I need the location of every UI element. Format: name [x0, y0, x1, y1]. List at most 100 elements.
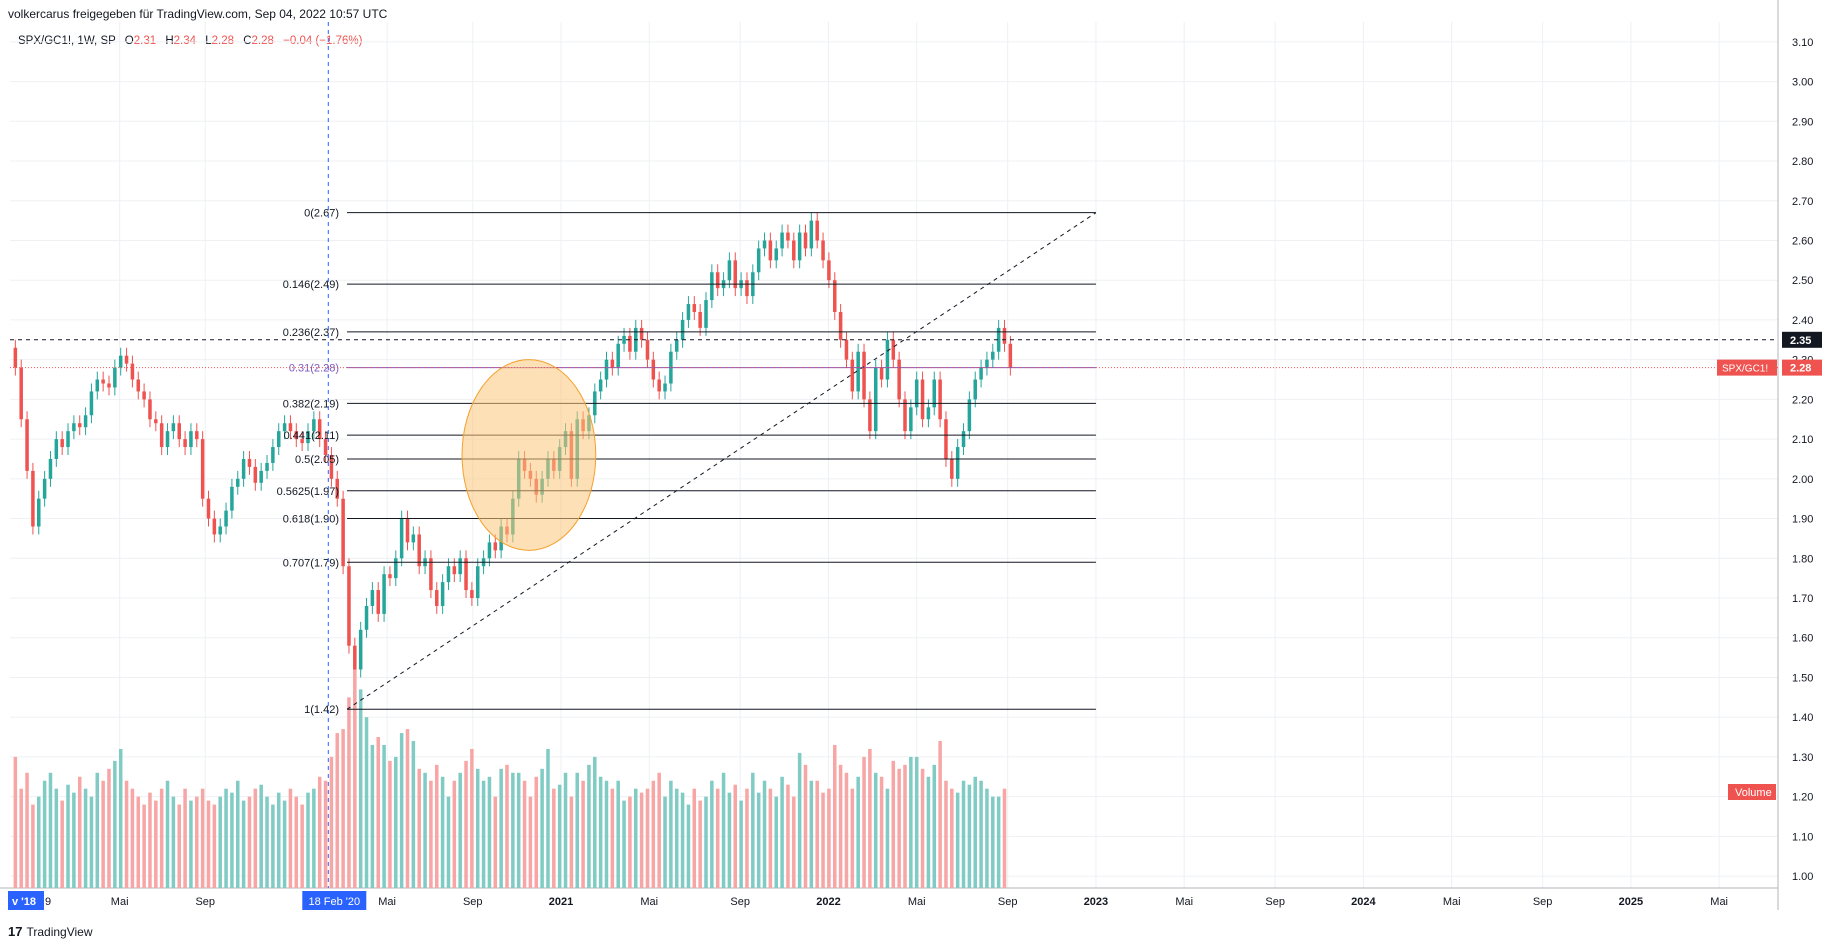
volume-bar: [171, 796, 176, 888]
candle: [347, 558, 351, 654]
candle: [897, 351, 901, 408]
volume-bar: [616, 780, 620, 888]
crosshair-price-label: 2.35: [1790, 335, 1811, 347]
candle-body: [312, 419, 316, 432]
volume-bar: [31, 804, 35, 888]
candle: [926, 399, 931, 428]
candle-body: [171, 423, 176, 432]
candle: [148, 391, 152, 428]
candle: [247, 451, 252, 475]
candle-body: [294, 431, 299, 440]
candle-body: [680, 319, 685, 340]
volume-bar: [575, 772, 579, 888]
candle-body: [727, 260, 732, 281]
volume-bar: [388, 760, 392, 888]
volume-bar: [856, 776, 860, 888]
candle-body: [300, 439, 304, 444]
volume-bar: [903, 764, 907, 888]
fib-level-label: 0.31(2.28): [289, 363, 339, 375]
volume-bar: [833, 744, 837, 888]
candle-body: [815, 220, 819, 241]
volume-bar: [563, 772, 568, 888]
candle: [464, 550, 468, 599]
candle-body: [604, 359, 609, 380]
volume-bar: [768, 788, 773, 888]
candle: [891, 331, 896, 368]
candle-body: [148, 399, 152, 420]
legend-symbol[interactable]: SPX/GC1!, 1W, SP: [18, 35, 116, 47]
volume-bar: [60, 800, 64, 888]
x-tick-label: Mai: [1175, 896, 1193, 908]
volume-bar: [113, 760, 117, 888]
volume-bar: [382, 744, 386, 888]
candle: [932, 371, 937, 416]
candle-body: [944, 419, 948, 459]
candle: [944, 411, 948, 467]
candle: [241, 451, 246, 487]
candle: [786, 224, 790, 249]
candle: [183, 431, 187, 455]
candle-body: [891, 339, 896, 360]
volume-bar: [276, 792, 281, 888]
x-tick-label: Mai: [1443, 896, 1461, 908]
candle-body: [435, 590, 439, 606]
volume-bar: [821, 792, 825, 888]
candle-body: [388, 574, 392, 579]
candle-body: [458, 558, 462, 575]
candle-body: [288, 423, 293, 432]
candle: [382, 566, 386, 622]
candle-body: [440, 582, 445, 606]
candle: [312, 411, 316, 440]
candle-body: [961, 431, 966, 448]
candle: [323, 431, 328, 463]
candle: [920, 371, 925, 428]
candle: [276, 423, 281, 455]
candle-body: [177, 423, 181, 440]
candle: [77, 415, 82, 436]
volume-bar: [452, 780, 457, 888]
candle-body: [411, 534, 416, 543]
candle: [727, 252, 732, 289]
candle-body: [83, 415, 88, 428]
legend-high-label: H: [165, 35, 174, 47]
candle-body: [704, 300, 708, 328]
volume-bar: [341, 729, 345, 888]
candle: [107, 375, 111, 396]
crosshair-time-badge: [302, 891, 367, 910]
volume-bar: [405, 729, 410, 888]
candle: [780, 224, 784, 257]
candle-body: [838, 311, 843, 340]
volume-bar: [528, 796, 533, 888]
candle: [218, 518, 222, 543]
candle-body: [358, 629, 363, 670]
candle: [37, 490, 41, 535]
volume-bar: [13, 756, 18, 888]
volume-bar: [850, 788, 855, 888]
candle-body: [903, 399, 907, 432]
candle: [206, 490, 211, 527]
candle: [294, 423, 299, 448]
fib-level-label: 0.236(2.37): [283, 327, 339, 339]
volume-bar: [271, 804, 275, 888]
x-tick-label: 2021: [549, 896, 573, 908]
crosshair-price-badge: [1782, 331, 1822, 348]
candle: [797, 224, 802, 269]
volume-bar: [312, 788, 316, 888]
candle: [692, 296, 697, 320]
volume-bar: [815, 780, 819, 888]
y-tick-label: 3.10: [1792, 37, 1813, 49]
volume-bar: [587, 764, 591, 888]
volume-bar: [797, 752, 802, 888]
volume-bar: [868, 748, 872, 888]
candle: [487, 534, 492, 567]
candle-body: [195, 431, 199, 440]
volume-bar: [218, 796, 222, 888]
candle-body: [399, 518, 404, 559]
candle-body: [341, 498, 345, 567]
volume-bar: [435, 764, 439, 888]
candle: [95, 371, 100, 400]
candle: [610, 351, 615, 376]
candle: [358, 621, 363, 678]
candle: [967, 391, 972, 440]
